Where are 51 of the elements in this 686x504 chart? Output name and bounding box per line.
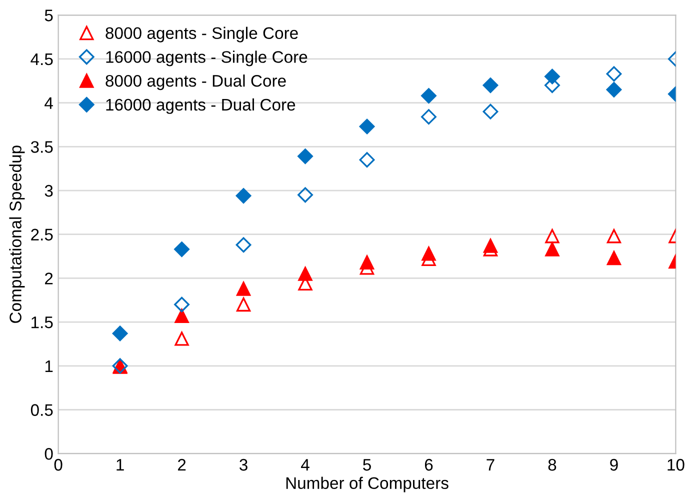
x-axis-title: Number of Computers <box>286 476 448 492</box>
point <box>545 229 560 244</box>
point <box>236 237 252 253</box>
legend-label: 16000 agents - Single Core <box>106 50 308 66</box>
point <box>298 187 313 203</box>
y-tick-label: 1 <box>45 360 53 372</box>
point <box>236 297 251 312</box>
legend-label: 16000 agents - Dual Core <box>106 98 296 114</box>
legend-label: 8000 agents - Dual Core <box>106 74 286 90</box>
point <box>606 229 622 244</box>
y-tick-label: 0 <box>44 448 53 460</box>
x-tick-label: 8 <box>548 458 556 471</box>
y-axis-title: Computational Speedup <box>9 146 25 323</box>
legend-label: 8000 agents - Single Core <box>106 26 298 42</box>
point <box>298 148 313 164</box>
point <box>606 250 622 266</box>
x-tick-label: 4 <box>301 459 310 471</box>
x-tick-label: 0 <box>54 458 62 471</box>
x-tick-label: 6 <box>424 458 433 471</box>
x-tick-label: 2 <box>178 458 186 471</box>
point <box>606 82 622 98</box>
x-tick-label: 3 <box>240 458 248 471</box>
point <box>236 188 252 204</box>
point <box>174 308 189 323</box>
point <box>236 282 251 296</box>
y-tick-label: 0.5 <box>30 404 53 416</box>
point <box>359 152 375 168</box>
y-tick-label: 1.5 <box>32 316 53 328</box>
point <box>421 88 436 104</box>
x-tick-label: 1 <box>116 459 124 471</box>
point <box>174 332 189 346</box>
y-tick-label: 2.5 <box>31 228 53 241</box>
point <box>112 326 128 342</box>
y-tick-label: 4.5 <box>30 54 53 66</box>
x-tick-label: 5 <box>363 459 371 471</box>
y-tick-label: 5 <box>44 10 53 22</box>
y-tick-label: 2 <box>45 272 53 284</box>
point <box>359 118 375 134</box>
point <box>606 66 622 82</box>
point <box>545 242 560 256</box>
point <box>174 242 190 257</box>
x-tick-label: 7 <box>486 459 494 471</box>
point <box>482 104 498 120</box>
point <box>421 109 436 125</box>
x-tick-label: 9 <box>610 458 618 471</box>
y-tick-label: 3 <box>44 184 53 197</box>
y-tick-label: 3.5 <box>30 141 53 153</box>
point <box>174 296 190 312</box>
point <box>482 78 498 93</box>
y-tick-label: 4 <box>44 97 53 109</box>
x-tick-label: 10 <box>668 458 684 471</box>
